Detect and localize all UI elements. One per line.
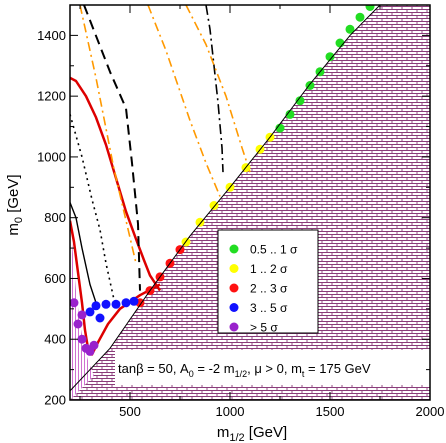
contour-line-8 bbox=[185, 5, 251, 173]
data-point-3-4 bbox=[129, 296, 139, 306]
data-point-0-5 bbox=[325, 52, 335, 62]
data-point-4-0 bbox=[70, 298, 79, 308]
data-point-3-0 bbox=[91, 301, 101, 311]
annotation-band bbox=[115, 350, 430, 385]
legend-marker-3 bbox=[229, 303, 239, 312]
excluded-region bbox=[70, 5, 430, 400]
x-axis-title: m1/2 [GeV] bbox=[217, 424, 287, 443]
y-tick-label: 400 bbox=[44, 332, 66, 347]
legend-marker-0 bbox=[229, 244, 239, 254]
x-tick-label: 500 bbox=[119, 404, 141, 419]
data-point-4-5 bbox=[89, 340, 99, 350]
legend-label-0: 0.5 .. 1 σ bbox=[250, 243, 298, 257]
legend-label-3: 3 .. 5 σ bbox=[250, 301, 288, 315]
contour-line-6 bbox=[79, 5, 137, 264]
contour-line-5 bbox=[70, 202, 99, 310]
contour-line-4 bbox=[70, 114, 115, 300]
legend: 0.5 .. 1 σ 1 .. 2 σ 2 .. 3 σ 3 .. 5 σ > 5 σ bbox=[217, 229, 319, 335]
plot-frame bbox=[69, 4, 431, 401]
x-tick-label: 1000 bbox=[216, 404, 245, 419]
x-tick-label: 1500 bbox=[316, 404, 345, 419]
y-tick-label: 1000 bbox=[37, 149, 66, 164]
data-point-3-5 bbox=[85, 307, 95, 317]
contour-line-0 bbox=[70, 76, 162, 292]
data-point-3-1 bbox=[101, 299, 111, 309]
x-tick-label: 2000 bbox=[416, 404, 445, 419]
legend-marker-4 bbox=[229, 322, 239, 332]
legend-marker-2 bbox=[229, 283, 239, 293]
y-tick-label: 600 bbox=[44, 271, 66, 286]
excluded-boundary-line bbox=[70, 5, 381, 392]
data-point-3-6 bbox=[95, 313, 105, 323]
legend-label-4: > 5 σ bbox=[250, 321, 278, 335]
data-point-0-0 bbox=[275, 123, 285, 133]
plot-area bbox=[70, 5, 430, 400]
legend-label-2: 2 .. 3 σ bbox=[250, 282, 288, 296]
data-point-0-9 bbox=[365, 5, 375, 11]
y-axis-title: m0 [GeV] bbox=[5, 174, 25, 235]
contour-line-7 bbox=[147, 5, 221, 197]
legend-entries: 0.5 .. 1 σ 1 .. 2 σ 2 .. 3 σ 3 .. 5 σ > 5 σ bbox=[229, 243, 298, 335]
y-tick-label: 200 bbox=[44, 393, 66, 408]
y-tick-label: 1200 bbox=[37, 89, 66, 104]
contour-line-3 bbox=[205, 5, 224, 173]
axis-ticks: 500 1000 1500 2000 200 400 600 800 1000 1200 1400 bbox=[37, 5, 444, 419]
legend-marker-1 bbox=[229, 264, 239, 273]
data-point-0-2 bbox=[295, 96, 305, 106]
annotation-text: tanβ = 50, A0 = -2 m1/2, μ > 0, mt = 175… bbox=[118, 361, 371, 379]
data-point-3-2 bbox=[111, 299, 121, 309]
y-tick-label: 1400 bbox=[37, 28, 66, 43]
data-point-4-2 bbox=[77, 334, 87, 344]
data-point-1-1 bbox=[195, 217, 205, 227]
legend-label-1: 1 .. 2 σ bbox=[250, 262, 288, 276]
data-point-0-1 bbox=[285, 109, 295, 119]
data-point-4-6 bbox=[77, 310, 87, 320]
y-tick-label: 800 bbox=[44, 210, 66, 225]
data-point-0-8 bbox=[355, 12, 365, 22]
data-point-0-7 bbox=[345, 24, 355, 34]
data-point-3-3 bbox=[121, 298, 131, 308]
data-point-4-1 bbox=[73, 319, 83, 329]
lower-left-hatched-region bbox=[70, 217, 94, 400]
